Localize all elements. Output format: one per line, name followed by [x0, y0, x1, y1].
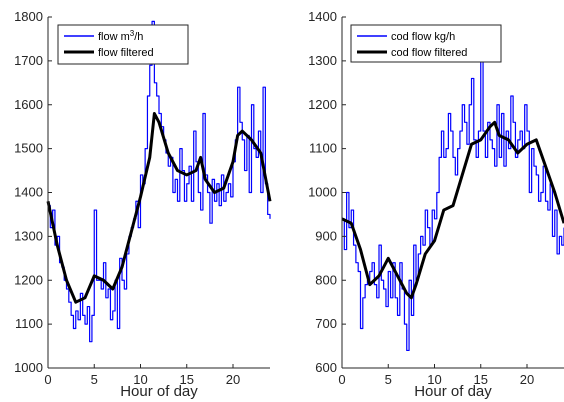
- legend-box: [350, 24, 502, 63]
- filtered-series-line: [341, 120, 564, 300]
- legend-name-tail: /h: [134, 31, 143, 43]
- y-tick-label: 1000: [308, 185, 337, 200]
- legend-entry-label: cod flow filtered: [391, 47, 467, 59]
- x-tick-label: 0: [44, 372, 51, 387]
- y-tick-label: 1100: [15, 316, 43, 331]
- legend-box: [57, 24, 189, 65]
- legend: cod flow kg/h cod flow filtered: [350, 24, 502, 63]
- plot-area: [342, 17, 564, 368]
- legend-name-base: flow m: [98, 31, 130, 43]
- x-axis-label: Hour of day: [414, 383, 492, 400]
- y-tick-label: 1700: [14, 53, 43, 68]
- filtered-series-line: [46, 112, 272, 304]
- chart-1: 1000 1100 1200 1300 1400 1500 1600 1700 1800 0 5 10…: [14, 9, 272, 400]
- y-tick-label: 1400: [308, 9, 337, 24]
- x-tick-label: 10: [427, 372, 441, 387]
- y-tick-label: 1300: [14, 228, 43, 243]
- y-tick-label: 900: [315, 228, 337, 243]
- y-tick-label: 1600: [14, 97, 43, 112]
- x-tick-label: 0: [338, 372, 345, 387]
- chart-2: 600 700 800 900 1000 1100 1200 1300 1400 0 5 10 15 20…: [308, 9, 564, 400]
- legend: flow m3/h flow filtered: [57, 24, 189, 65]
- x-tick-label: 20: [226, 372, 240, 387]
- raw-series-line: [342, 60, 564, 352]
- y-tick-label: 1500: [14, 141, 43, 156]
- legend-entry-label: flow m3/h: [98, 29, 143, 43]
- x-tick-label: 15: [474, 372, 488, 387]
- y-tick-label: 600: [315, 360, 337, 375]
- y-tick-label: 1400: [14, 185, 43, 200]
- y-tick-label: 800: [315, 272, 337, 287]
- x-tick-label: 15: [180, 372, 194, 387]
- y-tick-label: 700: [315, 316, 337, 331]
- x-tick-label: 20: [520, 372, 534, 387]
- legend-entry-label: flow filtered: [98, 47, 154, 59]
- legend-entry-label: cod flow kg/h: [391, 31, 455, 43]
- y-tick-label: 1000: [14, 360, 43, 375]
- y-tick-label: 1300: [308, 53, 337, 68]
- y-tick-label: 1100: [309, 141, 337, 156]
- x-tick-label: 10: [133, 372, 147, 387]
- y-tick-label: 1200: [14, 272, 43, 287]
- plot-area: [48, 17, 270, 368]
- y-tick-label: 1200: [308, 97, 337, 112]
- x-tick-label: 5: [91, 372, 98, 387]
- y-tick-label: 1800: [14, 9, 43, 24]
- legend-name-superscript: 3: [130, 29, 135, 38]
- x-axis-label: Hour of day: [120, 383, 198, 400]
- x-tick-label: 5: [385, 372, 392, 387]
